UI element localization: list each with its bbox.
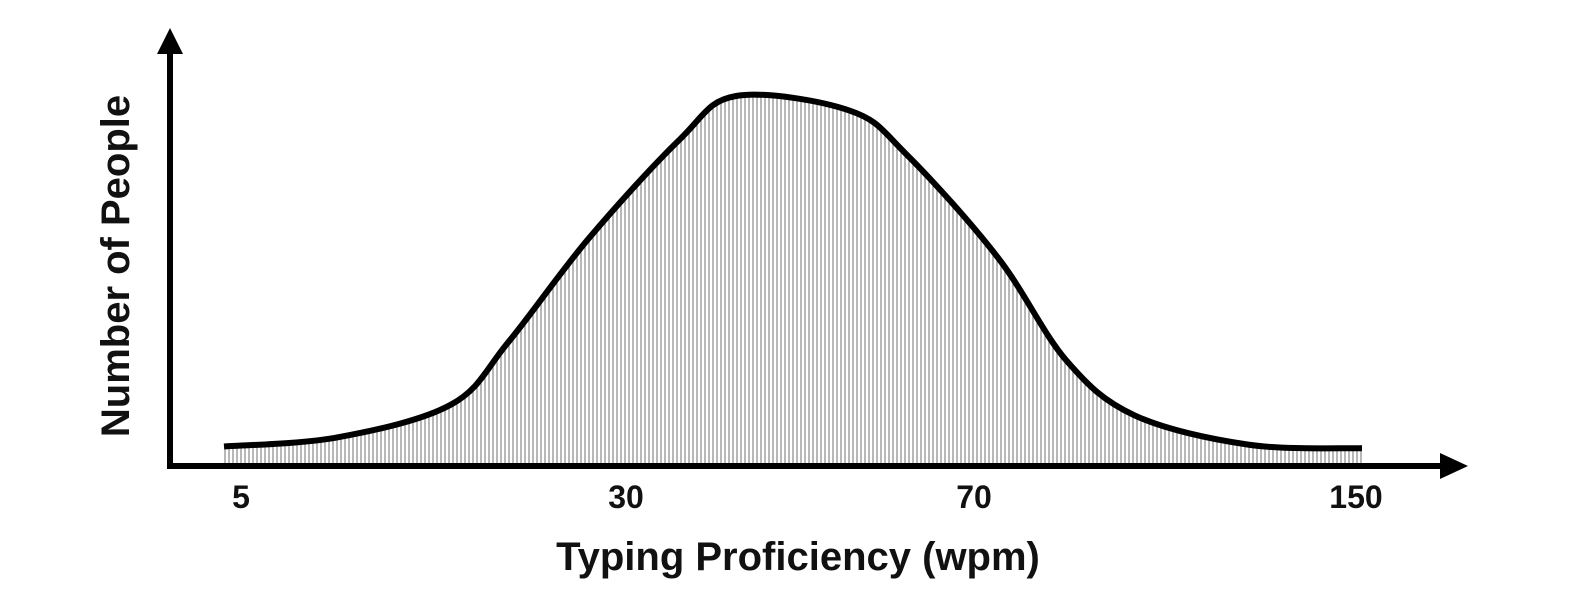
y-axis-title: Number of People	[94, 95, 138, 437]
x-tick-label-5: 5	[232, 479, 250, 515]
distribution-area-fill	[224, 94, 1362, 464]
x-axis-arrowhead	[1440, 453, 1468, 479]
x-axis-title: Typing Proficiency (wpm)	[556, 535, 1040, 579]
x-tick-label-150: 150	[1329, 479, 1382, 515]
x-tick-label-70: 70	[956, 479, 992, 515]
x-tick-label-30: 30	[608, 479, 644, 515]
y-axis-arrowhead	[157, 28, 183, 54]
distribution-curve	[223, 91, 1363, 452]
